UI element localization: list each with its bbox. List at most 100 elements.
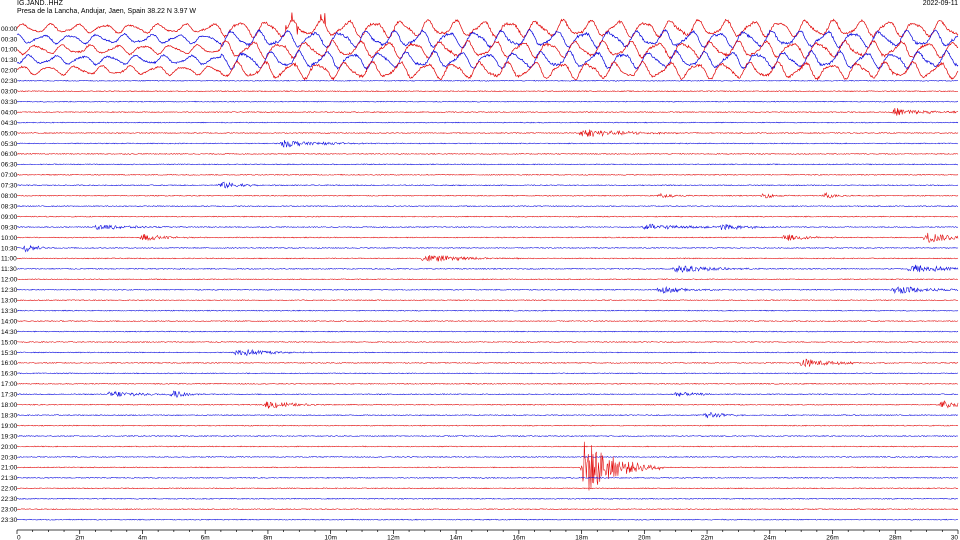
- seismic-trace: [16, 163, 959, 166]
- trace-rows: 00:00 00:30 01:00 01:30 02:00 02:30 03:00 03:30…: [1, 12, 959, 524]
- row-time-label: 23:30: [1, 517, 18, 524]
- x-tick-label: 10m: [324, 535, 337, 540]
- time-axis: 0 2m 4m 6m 8m 10m 12m 14m 16m 18m 20m 22m 24m 26m 28m 3…: [16, 529, 959, 540]
- seismic-trace: [16, 12, 959, 39]
- seismic-trace: [16, 424, 959, 427]
- title-block: IG.JAND..HHZ Presa de la Lancha, Andujar…: [17, 0, 196, 16]
- x-tick-label: 2m: [75, 535, 84, 540]
- station-code: IG.JAND..HHZ: [17, 0, 63, 7]
- seismic-trace: [16, 358, 959, 368]
- seismic-trace: [16, 445, 959, 448]
- seismic-trace: [16, 309, 959, 312]
- seismic-trace: [16, 129, 959, 137]
- seismic-trace: [16, 278, 959, 281]
- seismic-trace: [16, 153, 959, 155]
- seismic-trace: [16, 254, 959, 262]
- row-time-label: 12:00: [1, 277, 18, 284]
- row-time-label: 14:00: [1, 318, 18, 325]
- row-time-label: 15:00: [1, 339, 18, 346]
- row-time-label: 20:00: [1, 444, 18, 451]
- x-tick-label: 0: [17, 535, 21, 540]
- seismic-trace: [16, 497, 959, 500]
- row-time-label: 01:00: [1, 47, 18, 54]
- station-location: Presa de la Lancha, Andujar, Jaen, Spain…: [17, 8, 197, 15]
- row-time-label: 06:30: [1, 162, 18, 169]
- seismic-trace: [16, 215, 959, 218]
- seismic-trace: [16, 286, 959, 295]
- row-time-label: 18:00: [1, 402, 18, 409]
- seismic-trace: [16, 518, 959, 521]
- row-time-label: 23:00: [1, 507, 18, 514]
- x-tick-label: 12m: [387, 535, 400, 540]
- row-time-label: 04:00: [1, 109, 18, 116]
- seismic-trace: [16, 264, 959, 273]
- row-time-label: 21:00: [1, 465, 18, 472]
- seismic-trace: [16, 60, 959, 81]
- seismic-trace: [16, 140, 959, 148]
- row-time-label: 19:30: [1, 433, 18, 440]
- row-time-label: 16:00: [1, 360, 18, 367]
- seismic-trace: [16, 372, 959, 375]
- seismic-trace: [16, 244, 959, 253]
- row-time-label: 08:00: [1, 193, 18, 200]
- seismic-trace: [16, 348, 959, 357]
- row-time-label: 19:00: [1, 423, 18, 430]
- row-time-label: 12:30: [1, 287, 18, 294]
- seismic-trace: [16, 390, 959, 398]
- row-time-label: 21:30: [1, 475, 18, 482]
- row-time-label: 00:30: [1, 36, 18, 43]
- row-time-label: 03:30: [1, 99, 18, 106]
- row-time-label: 13:30: [1, 308, 18, 315]
- row-time-label: 02:00: [1, 68, 18, 75]
- x-tick-label: 28m: [889, 535, 902, 540]
- row-time-label: 07:30: [1, 183, 18, 190]
- row-time-label: 11:30: [1, 266, 17, 273]
- x-tick-label: 6m: [201, 535, 210, 540]
- row-time-label: 09:00: [1, 214, 18, 221]
- x-tick-label: 26m: [826, 535, 839, 540]
- seismic-trace: [16, 79, 959, 82]
- seismic-trace: [16, 90, 959, 93]
- row-time-label: 10:30: [1, 245, 18, 252]
- seismic-trace: [16, 412, 959, 419]
- seismic-trace: [16, 456, 959, 458]
- seismic-trace: [16, 400, 959, 409]
- row-time-label: 05:00: [1, 130, 18, 137]
- seismic-trace: [16, 232, 959, 243]
- seismic-trace: [16, 223, 959, 231]
- seismic-trace: [16, 299, 959, 302]
- seismic-trace: [16, 435, 959, 437]
- x-tick-label: 16m: [513, 535, 526, 540]
- seismic-trace: [16, 181, 959, 189]
- x-tick-label: 4m: [138, 535, 147, 540]
- seismic-trace: [16, 28, 959, 50]
- row-time-label: 03:00: [1, 89, 18, 96]
- row-time-label: 06:00: [1, 151, 18, 158]
- x-tick-label: 22m: [701, 535, 714, 540]
- row-time-label: 04:30: [1, 120, 18, 127]
- row-time-label: 11:00: [1, 256, 17, 263]
- row-time-label: 13:00: [1, 298, 18, 305]
- seismic-trace: [16, 191, 959, 199]
- row-time-label: 05:30: [1, 141, 18, 148]
- seismic-trace: [16, 487, 959, 490]
- row-time-label: 20:30: [1, 454, 18, 461]
- seismic-trace: [16, 341, 959, 343]
- x-tick-label: 8m: [263, 535, 272, 540]
- row-time-label: 17:00: [1, 381, 18, 388]
- row-time-label: 17:30: [1, 392, 18, 399]
- x-tick-label: 18m: [575, 535, 588, 540]
- row-time-label: 18:30: [1, 412, 18, 419]
- seismic-trace: [16, 205, 959, 208]
- x-tick-label: 30: [951, 535, 959, 540]
- row-time-label: 14:30: [1, 329, 18, 336]
- x-tick-label: 14m: [450, 535, 463, 540]
- seismic-trace: [16, 121, 959, 124]
- seismic-trace: [16, 330, 959, 333]
- seismic-trace: [16, 39, 959, 60]
- row-time-label: 22:00: [1, 486, 18, 493]
- row-time-label: 22:30: [1, 496, 18, 503]
- row-time-label: 01:30: [1, 57, 18, 64]
- seismic-trace: [16, 107, 959, 116]
- seismic-trace: [16, 508, 959, 511]
